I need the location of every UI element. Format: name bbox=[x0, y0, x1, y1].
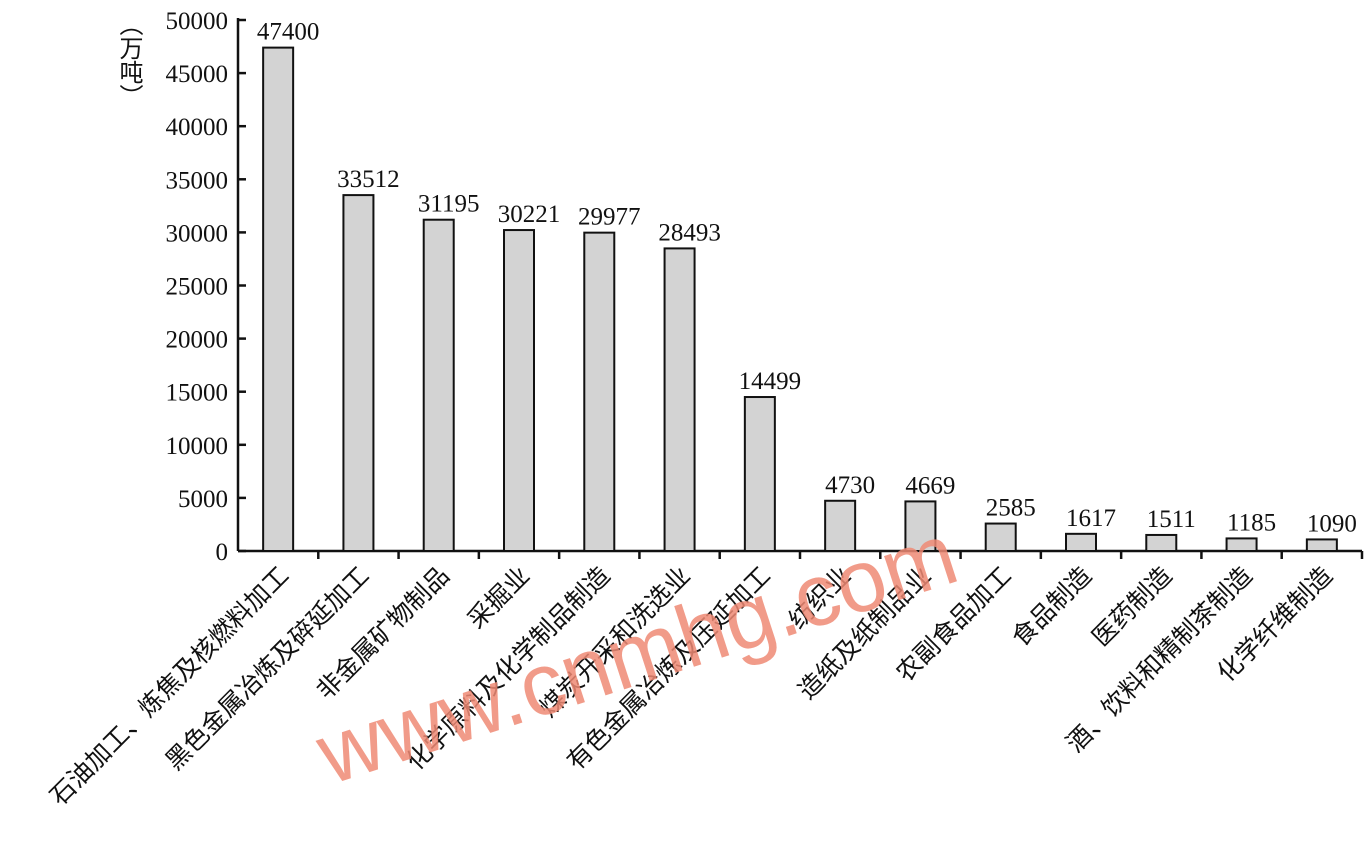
bar bbox=[984, 522, 1017, 553]
bar bbox=[422, 218, 455, 552]
value-label: 1617 bbox=[1066, 505, 1116, 532]
bar bbox=[904, 500, 937, 553]
value-label: 29977 bbox=[578, 204, 641, 231]
value-label: 2585 bbox=[986, 495, 1036, 522]
bar bbox=[342, 194, 375, 552]
bar bbox=[1225, 537, 1258, 552]
value-label: 4669 bbox=[905, 472, 955, 499]
bar bbox=[663, 247, 696, 553]
bar bbox=[503, 229, 535, 552]
y-tick-label: 10000 bbox=[166, 433, 229, 460]
value-label: 4730 bbox=[825, 472, 875, 499]
bar bbox=[583, 231, 616, 552]
value-label: 31195 bbox=[418, 191, 480, 218]
value-label: 30221 bbox=[498, 201, 561, 228]
y-tick-label: 45000 bbox=[166, 61, 229, 88]
bar bbox=[262, 46, 295, 552]
bar bbox=[1145, 533, 1178, 553]
y-tick-label: 5000 bbox=[178, 486, 228, 513]
y-tick-label: 35000 bbox=[166, 167, 229, 194]
value-label: 28493 bbox=[658, 219, 721, 246]
bar bbox=[824, 499, 857, 552]
y-tick-label: 15000 bbox=[166, 380, 229, 407]
y-tick-label: 25000 bbox=[166, 274, 229, 301]
y-tick-label: 20000 bbox=[166, 327, 229, 354]
y-tick-label: 0 bbox=[216, 539, 229, 566]
bar bbox=[1305, 538, 1338, 552]
value-label: 1090 bbox=[1307, 510, 1357, 537]
y-tick-label: 50000 bbox=[166, 8, 229, 35]
y-tick-label: 40000 bbox=[166, 114, 229, 141]
x-tick-label: 采掘业 bbox=[462, 561, 535, 634]
x-tick-label: 食品制造 bbox=[1007, 561, 1098, 652]
value-label: 1185 bbox=[1227, 509, 1276, 536]
y-tick-label: 30000 bbox=[166, 220, 229, 247]
watermark: www.cnmhg.com bbox=[304, 503, 968, 803]
bar bbox=[743, 396, 776, 553]
y-axis-label: （万吨） bbox=[115, 12, 143, 108]
value-label: 1511 bbox=[1147, 506, 1196, 533]
value-label: 47400 bbox=[257, 19, 320, 46]
value-label: 14499 bbox=[739, 368, 802, 395]
bar bbox=[1065, 532, 1097, 552]
value-label: 33512 bbox=[337, 166, 400, 193]
